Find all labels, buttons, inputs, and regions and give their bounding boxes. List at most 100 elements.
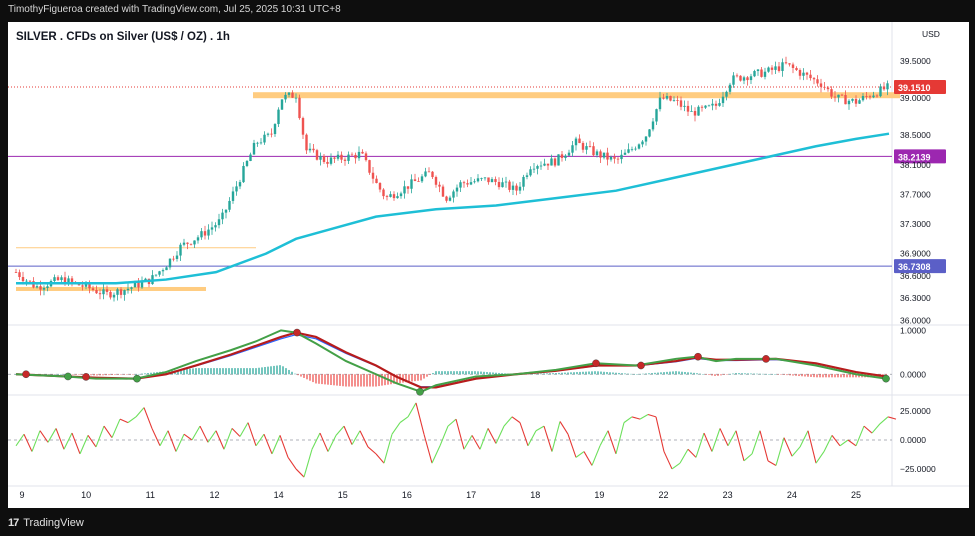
price-axis[interactable]: 38.2139 36.7308 39.1510 36.0000 36.3000 36.60… <box>894 56 946 474</box>
candle-body <box>42 287 46 290</box>
macd-histogram-bar <box>126 374 128 375</box>
candle-body <box>658 97 662 110</box>
osc-segment <box>175 433 185 452</box>
candle-body <box>606 152 609 160</box>
macd-histogram-bar <box>204 368 206 375</box>
candle-body <box>193 240 196 245</box>
macd-histogram-bar <box>90 374 92 376</box>
macd-histogram-bar <box>381 374 383 386</box>
macd-histogram-bar <box>132 374 134 375</box>
macd-histogram-bar <box>414 374 416 382</box>
candle-body <box>263 134 266 143</box>
macd-histogram-bar <box>306 374 308 380</box>
macd-histogram-bar <box>801 374 803 377</box>
osc-segment <box>95 425 105 448</box>
macd-histogram-bar <box>318 374 320 384</box>
osc-segment <box>527 430 537 447</box>
chart-svg[interactable]: 38.2139 36.7308 39.1510 36.0000 36.3000 36.60… <box>8 22 969 508</box>
macd-histogram-bar <box>354 374 356 387</box>
macd-histogram-bar <box>822 374 824 378</box>
macd-histogram-bar <box>120 374 122 375</box>
chart-area[interactable]: 38.2139 36.7308 39.1510 36.0000 36.3000 36.60… <box>8 22 969 508</box>
macd-histogram-bar <box>372 374 374 387</box>
osc-segment <box>751 430 761 455</box>
time-axis[interactable]: 9 10 11 12 14 15 16 17 18 19 22 23 24 25 <box>19 490 861 500</box>
candle-body <box>203 231 207 236</box>
macd-histogram-bar <box>579 371 581 375</box>
macd-histogram-bar <box>114 374 116 375</box>
candle-body <box>189 243 193 245</box>
osc-segment <box>255 433 265 447</box>
candle-body <box>445 196 448 201</box>
osc-segment <box>879 416 889 425</box>
candle-body <box>504 181 508 183</box>
candle-body <box>46 286 49 288</box>
osc-segment <box>263 434 273 455</box>
support-zone <box>16 286 206 291</box>
osc-segment <box>535 425 545 432</box>
candle-body <box>774 66 777 70</box>
macd-histogram-bar <box>687 372 689 375</box>
macd-histogram-bar <box>732 373 734 375</box>
candle-body <box>819 83 823 87</box>
macd-histogram-bar <box>666 371 668 375</box>
osc-segment <box>847 439 857 447</box>
macd-histogram-bar <box>297 374 299 376</box>
macd-histogram-bar <box>348 374 350 387</box>
candle-body <box>686 105 690 112</box>
macd-cross-dot <box>762 355 770 363</box>
osc-segment <box>839 439 849 447</box>
candle-body <box>459 182 462 188</box>
macd-histogram-bar <box>540 373 542 375</box>
candle-body <box>25 280 28 282</box>
macd-histogram-bar <box>600 371 602 375</box>
macd-histogram-bar <box>618 372 620 375</box>
osc-segment <box>359 430 369 448</box>
macd-histogram-bar <box>777 374 779 375</box>
macd-histogram-bar <box>816 374 818 378</box>
macd-histogram-bar <box>426 374 428 377</box>
price-level-tag <box>894 79 946 94</box>
macd-histogram-bar <box>360 374 362 387</box>
osc-segment <box>319 432 329 452</box>
time-tick-label: 16 <box>402 490 412 500</box>
osc-segment <box>775 437 785 466</box>
candle-body <box>60 277 63 281</box>
macd-histogram-bar <box>441 371 443 375</box>
osc-tick-label: 0.0000 <box>900 435 926 445</box>
candle-body <box>844 95 847 105</box>
candle-body <box>557 154 560 166</box>
macd-histogram-bar <box>282 366 284 375</box>
candle-body <box>578 138 581 144</box>
candle-body <box>529 169 532 176</box>
osc-tick-label: 25.0000 <box>900 406 931 416</box>
candle-body <box>35 286 39 288</box>
macd-histogram-bar <box>357 374 359 387</box>
candle-body <box>693 110 697 116</box>
candle-body <box>511 185 515 190</box>
candle-body <box>214 225 217 228</box>
macd-histogram-bar <box>480 371 482 375</box>
macd-histogram-bar <box>492 372 494 375</box>
candle-body <box>476 178 480 182</box>
macd-histogram-bar <box>288 369 290 375</box>
macd-histogram-bar <box>657 372 659 375</box>
macd-histogram-bar <box>333 374 335 386</box>
brand-name: TradingView <box>23 517 84 529</box>
candle-body <box>847 100 851 105</box>
macd-histogram-bar <box>72 374 74 375</box>
macd-histogram-bar <box>807 374 809 377</box>
osc-segment <box>799 430 809 448</box>
macd-histogram-bar <box>846 374 848 378</box>
candle-body <box>98 293 102 295</box>
osc-segment <box>327 435 337 452</box>
macd-histogram-bar <box>189 368 191 375</box>
price-level-tag <box>894 149 946 164</box>
candle-body <box>270 133 273 135</box>
candle-body <box>441 186 445 197</box>
candle-body <box>28 280 32 282</box>
candle-body <box>816 79 819 84</box>
candle-body <box>357 151 361 159</box>
candle-body <box>84 282 88 287</box>
osc-segment <box>439 425 449 446</box>
